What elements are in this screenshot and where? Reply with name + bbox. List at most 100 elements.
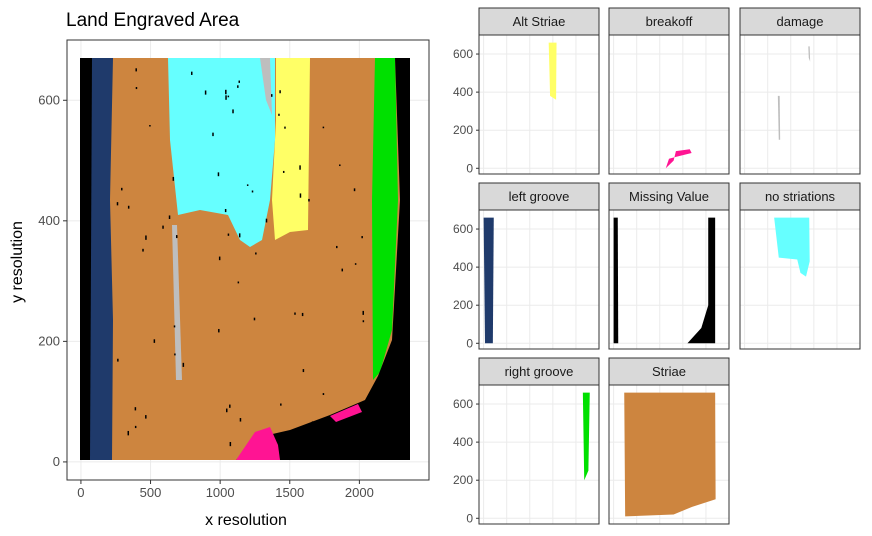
facet-strip-label: Missing Value	[629, 189, 709, 204]
facet-region	[687, 217, 716, 344]
facet-frame	[478, 209, 600, 350]
missing-speck	[271, 94, 273, 97]
main-title: Land Engraved Area	[66, 10, 240, 31]
missing-speck	[168, 215, 171, 220]
facet-y-tick-label: 200	[453, 123, 473, 137]
facet-y-tick-label: 0	[466, 336, 473, 350]
facet-region	[774, 217, 810, 277]
main-x-tick-label: 500	[140, 485, 162, 500]
missing-speck	[278, 113, 280, 116]
main-missing-left	[80, 58, 92, 460]
main-damage-top	[260, 58, 272, 115]
facet-strip	[608, 182, 730, 211]
facet-panel: breakoff	[608, 7, 730, 175]
facet-region	[777, 95, 781, 140]
main-x-tick-label: 1000	[206, 485, 235, 500]
missing-speck	[294, 312, 296, 315]
missing-speck	[162, 225, 164, 229]
missing-speck	[227, 95, 230, 98]
facet-panel: right groove 0 200 400 600	[453, 357, 600, 525]
facet-y-tick-label: 600	[453, 47, 473, 61]
main-y-tick-label: 200	[38, 333, 60, 348]
facet-plot-area	[479, 35, 599, 174]
facet-strip-label: no striations	[765, 189, 836, 204]
missing-speck	[302, 369, 305, 373]
missing-speck	[218, 256, 221, 261]
missing-speck	[239, 418, 242, 422]
missing-speck	[357, 426, 359, 431]
missing-speck	[135, 87, 138, 90]
missing-speck	[353, 188, 356, 192]
facet-region	[665, 149, 692, 169]
missing-speck	[225, 89, 227, 95]
missing-speck	[172, 176, 175, 181]
main-x-tick-label: 2000	[345, 485, 374, 500]
missing-speck	[322, 126, 325, 129]
facet-region	[582, 392, 590, 481]
missing-speck	[182, 362, 185, 367]
missing-speck	[127, 430, 130, 436]
main-breakoff	[236, 427, 280, 460]
missing-speck	[232, 109, 234, 114]
facet-panel: left groove 0 200 400 600	[453, 182, 600, 350]
missing-speck	[229, 404, 231, 408]
main-frame	[66, 39, 430, 481]
missing-speck	[339, 164, 341, 167]
facet-strip-label: damage	[777, 14, 824, 29]
missing-speck	[229, 441, 232, 447]
facet-plot-area	[479, 210, 599, 349]
facet-frame	[608, 34, 730, 175]
main-y-label: y resolution	[9, 221, 26, 303]
facet-region	[624, 392, 716, 517]
facet-region	[548, 42, 557, 100]
main-y-tick-label: 400	[38, 213, 60, 228]
missing-speck	[212, 132, 214, 137]
missing-speck	[308, 198, 310, 202]
facet-region	[808, 46, 811, 62]
facet-strip-label: Alt Striae	[513, 14, 566, 29]
facet-y-tick-label: 400	[453, 85, 473, 99]
facet-y-tick-label: 600	[453, 397, 473, 411]
facet-plot-area	[609, 35, 729, 174]
main-alt-striae	[272, 58, 310, 240]
facet-y-tick-label: 0	[466, 511, 473, 525]
facet-region	[613, 217, 619, 344]
facet-plot-area	[479, 385, 599, 524]
facet-y-tick-label: 400	[453, 435, 473, 449]
main-axis-ticks: 0 500 1000 1500 2000 0 200 400 600	[38, 92, 374, 500]
facet-panel: damage	[739, 7, 861, 175]
facet-frame	[608, 384, 730, 525]
facet-strip	[478, 182, 600, 211]
facet-y-tick-label: 600	[453, 222, 473, 236]
main-no-striations	[168, 58, 275, 247]
facet-strip-label: Striae	[652, 364, 686, 379]
missing-speck	[282, 170, 285, 173]
missing-speck	[142, 248, 144, 252]
missing-speck	[145, 235, 147, 240]
missing-speck	[204, 90, 207, 95]
facet-strip	[608, 357, 730, 386]
missing-speck	[265, 218, 268, 223]
facet-strip	[739, 7, 861, 36]
missing-speck	[175, 235, 178, 239]
missing-speck	[224, 208, 227, 213]
facet-frame	[739, 34, 861, 175]
missing-speck	[299, 193, 302, 198]
missing-speck	[280, 403, 282, 406]
facet-strip	[478, 357, 600, 386]
missing-speck	[336, 245, 338, 249]
missing-speck	[149, 125, 151, 127]
main-x-label: x resolution	[205, 512, 287, 529]
missing-speck	[253, 317, 256, 321]
missing-speck	[341, 268, 344, 272]
facet-panel: no striations	[739, 182, 861, 350]
missing-speck	[191, 71, 193, 75]
missing-speck	[354, 263, 357, 265]
missing-speck	[173, 325, 176, 328]
missing-speck	[121, 187, 123, 191]
missing-speck	[284, 126, 286, 129]
missing-speck	[255, 252, 257, 255]
missing-speck	[134, 425, 137, 429]
missing-speck	[237, 281, 240, 284]
missing-speck	[145, 415, 147, 419]
